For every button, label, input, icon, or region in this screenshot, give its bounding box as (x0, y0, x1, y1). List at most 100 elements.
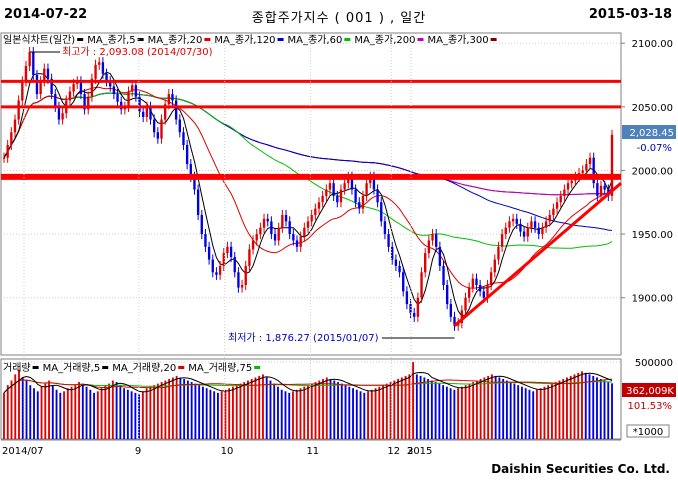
candle-body (255, 234, 258, 241)
volume-bar (513, 383, 516, 439)
legend-label: MA_종가,120 (214, 34, 275, 46)
volume-bar (389, 382, 392, 439)
candle-body (321, 195, 324, 203)
candle-body (603, 185, 606, 190)
candle-body (288, 221, 291, 235)
candle-body (270, 221, 273, 235)
volume-ma-5-line (3, 371, 613, 394)
candle-body (79, 81, 83, 95)
volume-bar (224, 389, 227, 439)
candle-body (592, 157, 595, 184)
volume-bar (588, 374, 591, 439)
candle-body (160, 119, 163, 139)
volume-bar (487, 375, 490, 439)
candle-body (10, 132, 13, 145)
candle-body (13, 119, 17, 133)
x-tick-label: 2 (407, 446, 413, 457)
candle-body (596, 183, 599, 196)
legend-swatch (77, 38, 84, 41)
volume-bar (498, 377, 501, 439)
volume-bar (460, 386, 463, 439)
legend-label: 일본식차트(일간) (3, 34, 75, 46)
candle-body (156, 132, 160, 139)
legend-swatch (204, 38, 211, 41)
volume-bar (138, 394, 141, 439)
volume-bar (415, 374, 418, 439)
volume-bar (468, 383, 471, 439)
volume-bar (352, 388, 354, 439)
volume-bar (194, 383, 197, 439)
volume-bar (220, 391, 223, 439)
candle-body (471, 278, 475, 288)
candle-body (442, 265, 445, 285)
candle-body (277, 227, 280, 241)
legend-swatch (277, 38, 284, 41)
candle-body (588, 157, 592, 165)
volume-bar (63, 391, 65, 439)
volume-bar (14, 374, 17, 439)
x-tick-label: 3 (407, 446, 413, 457)
candle-body (299, 236, 302, 247)
start-date: 2014-07-22 (4, 7, 88, 22)
volume-bar (378, 386, 381, 439)
volume-bar (254, 377, 257, 439)
x-tick-label: 10 (221, 446, 234, 457)
volume-bar (382, 385, 384, 439)
candle-body (237, 272, 240, 288)
volume-bar (430, 380, 433, 439)
volume-legend-swatch (178, 366, 185, 369)
volume-bar (543, 386, 546, 439)
volume-bar (250, 379, 253, 439)
volume-bar (18, 369, 20, 439)
volume-bar (3, 392, 5, 439)
candle-body (68, 91, 72, 101)
candle-body (281, 215, 284, 228)
volume-bar (408, 374, 411, 439)
volume-bar (509, 382, 512, 439)
volume-bar (303, 386, 306, 439)
candle-body (266, 218, 269, 222)
candle-body (453, 316, 456, 326)
volume-bar (333, 380, 336, 439)
candle-body (482, 291, 485, 298)
candle-body (90, 78, 94, 97)
volume-bar (340, 383, 343, 439)
candle-body (207, 246, 211, 260)
candle-body (526, 227, 529, 237)
volume-bar (205, 388, 208, 439)
trend-line (453, 182, 622, 327)
volume-legend-label: 거래량 (3, 362, 31, 374)
volume-bar (55, 389, 58, 439)
candle-body (409, 304, 412, 313)
volume-bar (145, 388, 148, 439)
candle-body (105, 73, 108, 82)
volume-bar (126, 389, 129, 439)
volume-bar (581, 371, 583, 439)
candle-body (552, 208, 555, 215)
candle-body (193, 176, 196, 190)
low-note: 최저가 : 1,876.27 (2015/01/07) (228, 332, 379, 344)
volume-bar (359, 391, 362, 439)
price-panel-frame (0, 32, 622, 356)
volume-bar (505, 380, 508, 439)
volume-bar (374, 388, 377, 439)
candle-body (174, 100, 178, 120)
legend-swatch (137, 38, 144, 41)
volume-bar (524, 388, 527, 439)
candle-body (424, 253, 427, 273)
candle-body (478, 285, 482, 292)
volume-bar (186, 380, 189, 439)
candle-body (464, 297, 467, 311)
volume-bar (611, 383, 613, 439)
volume-bar (228, 388, 231, 439)
volume-bar (265, 377, 268, 439)
volume-bar (213, 391, 216, 439)
volume-bar (190, 382, 193, 439)
candle-body (405, 291, 409, 305)
volume-pct: 101.53% (628, 401, 673, 412)
volume-bar (288, 392, 291, 439)
volume-bar (397, 379, 400, 439)
candle-body (152, 119, 156, 133)
candle-body (87, 96, 90, 110)
